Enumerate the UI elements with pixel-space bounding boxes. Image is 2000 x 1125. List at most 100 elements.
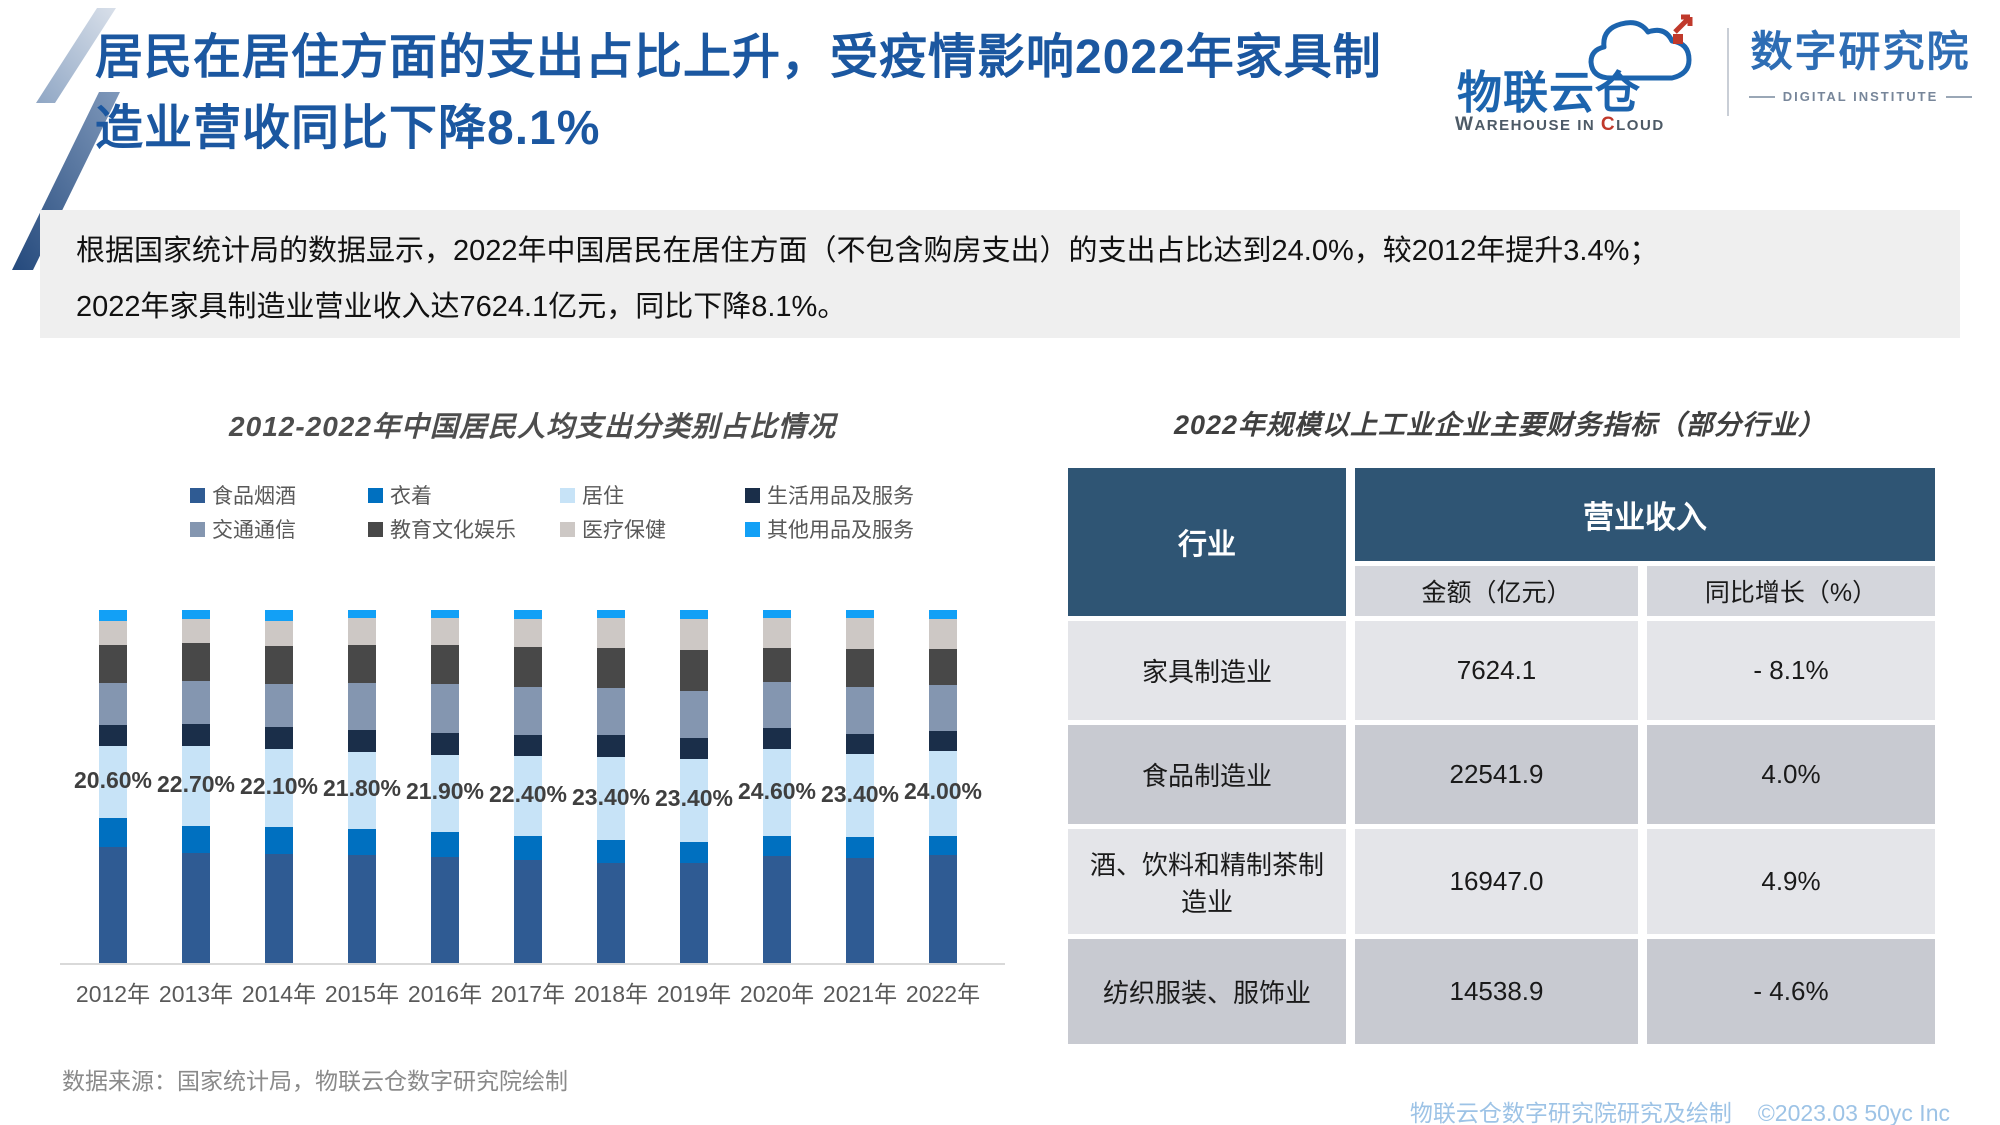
table-header-revenue-group: 营业收入	[1355, 468, 1935, 561]
legend-label: 交通通信	[212, 519, 296, 542]
bar-segment	[597, 648, 625, 688]
bar-segment	[431, 618, 459, 645]
legend-label: 其他用品及服务	[767, 519, 914, 542]
digital-institute-logo: 数字研究院 DIGITAL INSTITUTE	[1748, 18, 1973, 104]
bar-value-label: 21.90%	[405, 778, 484, 805]
logo-primary-name: 物联云仓	[1457, 67, 1642, 118]
bar-segment	[182, 724, 210, 746]
bar-segment	[265, 727, 293, 749]
table-cell-industry: 酒、饮料和精制茶制造业	[1068, 829, 1346, 934]
x-axis-label: 2012年	[75, 981, 151, 1007]
bar-segment	[763, 648, 791, 683]
bar-segment	[597, 618, 625, 649]
bar-segment	[929, 750, 957, 836]
warehouse-in-cloud-logo: 物联云仓 WAREHOUSE IN CLOUD	[1455, 12, 1720, 137]
bar-segment	[182, 610, 210, 619]
summary-line2: 2022年家具制造业营业收入达7624.1亿元，同比下降8.1%。	[76, 291, 847, 323]
decorative-slashes	[12, 8, 120, 270]
bar-value-label: 22.10%	[239, 772, 318, 799]
table-cell-amount: 22541.9	[1355, 725, 1638, 824]
data-source-note: 数据来源：国家统计局，物联云仓数字研究院绘制	[62, 1068, 568, 1094]
x-axis-label: 2014年	[241, 981, 317, 1007]
legend-swatch-icon	[560, 487, 575, 503]
bar-segment	[348, 854, 376, 963]
legend-swatch-icon	[190, 487, 205, 503]
bar-segment	[929, 649, 957, 685]
bar-segment	[597, 687, 625, 736]
bar-segment	[182, 745, 210, 826]
table-header-growth: 同比增长（%）	[1647, 566, 1935, 616]
table-cell-growth: - 4.6%	[1647, 939, 1935, 1044]
bar-segment	[265, 620, 293, 647]
bar-segment	[514, 610, 542, 619]
bar-segment	[514, 734, 542, 757]
legend-swatch-icon	[560, 521, 575, 537]
table-cell-industry: 纺织服装、服饰业	[1068, 939, 1346, 1044]
legend-swatch-icon	[190, 521, 205, 537]
bar-segment	[514, 756, 542, 836]
bar-segment	[182, 643, 210, 681]
x-axis-label: 2022年	[905, 981, 981, 1007]
x-axis-label: 2021年	[822, 981, 898, 1007]
bar-segment	[929, 855, 957, 963]
bar-segment	[99, 621, 127, 645]
bar-value-label: 22.70%	[156, 770, 235, 797]
x-axis-label: 2020年	[739, 981, 815, 1007]
table-cell-growth: 4.0%	[1647, 725, 1935, 824]
bar-segment	[597, 839, 625, 863]
bar-segment	[99, 683, 127, 725]
table-header-amount: 金额（亿元）	[1355, 566, 1638, 616]
bar-segment	[99, 724, 127, 746]
legend-item: 生活用品及服务	[745, 482, 970, 508]
bar-value-label: 23.40%	[571, 783, 650, 810]
bar-segment	[846, 836, 874, 858]
legend-swatch-icon	[745, 521, 760, 537]
bar-segment	[348, 828, 376, 855]
bar-segment	[431, 610, 459, 619]
legend-item: 居住	[560, 482, 745, 508]
logo-primary-subtitle: WAREHOUSE IN CLOUD	[1455, 114, 1665, 135]
bar-segment	[846, 649, 874, 688]
bar-value-label: 21.80%	[322, 775, 401, 802]
legend-swatch-icon	[745, 487, 760, 503]
bar-segment	[348, 730, 376, 752]
bar-segment	[680, 841, 708, 864]
bar-segment	[929, 618, 957, 650]
bar-segment	[265, 610, 293, 621]
bar-segment	[514, 646, 542, 687]
bar-segment	[348, 683, 376, 731]
x-axis-label: 2018年	[573, 981, 649, 1007]
table-cell-amount: 16947.0	[1355, 829, 1638, 934]
bar-segment	[99, 818, 127, 847]
bar-segment	[929, 684, 957, 731]
bar-segment	[680, 618, 708, 650]
bar-segment	[99, 745, 127, 819]
legend-item: 交通通信	[190, 516, 368, 542]
legend-item: 衣着	[368, 482, 560, 508]
table-title: 2022年规模以上工业企业主要财务指标（部分行业）	[1173, 410, 1827, 440]
page-title: 居民在居住方面的支出占比上升，受疫情影响2022年家具制 造业营收同比下降8.1…	[95, 22, 1475, 164]
table-cell-industry: 食品制造业	[1068, 725, 1346, 824]
bar-segment	[348, 751, 376, 829]
bar-segment	[99, 610, 127, 622]
legend-label: 教育文化娱乐	[390, 519, 516, 542]
x-axis-line	[60, 963, 1005, 965]
bar-segment	[680, 610, 708, 619]
bar-value-label: 22.40%	[488, 781, 567, 808]
bar-segment	[348, 644, 376, 684]
legend-label: 医疗保健	[582, 519, 666, 542]
table-cell-growth: 4.9%	[1647, 829, 1935, 934]
x-axis-label: 2019年	[656, 981, 732, 1007]
bar-segment	[265, 748, 293, 827]
x-axis-label: 2017年	[490, 981, 566, 1007]
bar-segment	[846, 687, 874, 734]
bar-segment	[846, 610, 874, 619]
legend-item: 医疗保健	[560, 516, 745, 542]
bar-segment	[680, 863, 708, 963]
bar-segment	[514, 686, 542, 735]
bar-segment	[265, 646, 293, 684]
table-cell-amount: 14538.9	[1355, 939, 1638, 1044]
bar-segment	[763, 749, 791, 836]
bar-segment	[431, 832, 459, 857]
x-axis-label: 2016年	[407, 981, 483, 1007]
